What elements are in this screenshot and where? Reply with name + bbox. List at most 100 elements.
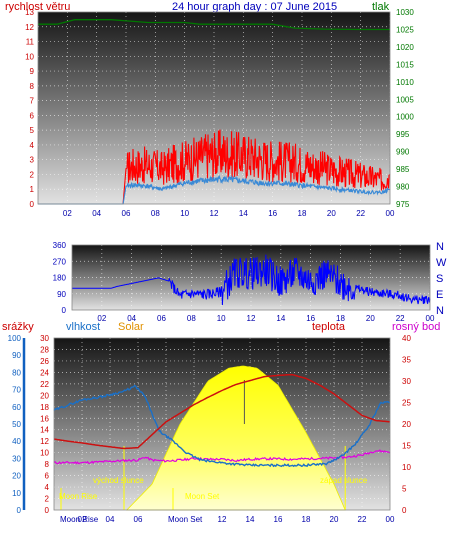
rain-tick-label: 40 — [12, 437, 21, 446]
wind-tick-label: 3 — [30, 156, 35, 165]
pressure-tick-label: 1020 — [396, 43, 414, 52]
bottom-x-tick-label: 04 — [106, 515, 115, 524]
direction-tick-label: 270 — [53, 257, 67, 266]
wind-tick-label: 13 — [25, 8, 34, 17]
bottom-x-tick-label: 20 — [330, 515, 339, 524]
bottom-panel-border — [53, 337, 391, 511]
wind-x-tick-label: 10 — [180, 209, 189, 218]
humidity-tick-label: 2 — [45, 495, 50, 504]
rain-tick-label: 20 — [12, 472, 21, 481]
direction-x-tick-label: 12 — [247, 314, 256, 323]
humidity-tick-label: 30 — [40, 334, 49, 343]
direction-x-tick-label: 00 — [426, 314, 435, 323]
humidity-tick-label: 14 — [40, 426, 49, 435]
humidity-tick-label: 22 — [40, 380, 49, 389]
humidity-tick-label: 8 — [45, 460, 50, 469]
direction-panel-border — [71, 244, 431, 311]
wind-x-tick-label: 22 — [356, 209, 365, 218]
wind-direction-line — [72, 254, 431, 306]
direction-x-tick-label: 18 — [336, 314, 345, 323]
humidity-tick-label: 26 — [40, 357, 49, 366]
wind-tick-label: 4 — [30, 141, 35, 150]
wind-x-tick-label: 14 — [239, 209, 248, 218]
wind-tick-label: 7 — [30, 97, 35, 106]
direction-tick-label: 360 — [53, 241, 67, 250]
rain-tick-label: 100 — [8, 334, 22, 343]
direction-x-tick-label: 14 — [276, 314, 285, 323]
wind-tick-label: 10 — [25, 52, 34, 61]
direction-x-tick-label: 10 — [217, 314, 226, 323]
wind-x-tick-label: 06 — [122, 209, 131, 218]
humidity-tick-label: 28 — [40, 345, 49, 354]
direction-tick-label: 90 — [57, 290, 66, 299]
bottom-x-tick-label: 18 — [302, 515, 311, 524]
bottom-x-tick-label: 02 — [78, 515, 87, 524]
direction-x-tick-label: 08 — [187, 314, 196, 323]
temperature-tick-label: 0 — [402, 506, 407, 515]
moonset-label: Moon Set — [185, 492, 220, 501]
rain-tick-label: 30 — [12, 454, 21, 463]
bottom-x-tick-label: 00 — [386, 515, 395, 524]
moonrise-label: Moon Rise — [59, 492, 98, 501]
pressure-axis-title: tlak — [372, 1, 390, 13]
wind-x-tick-label: 20 — [327, 209, 336, 218]
dew-point-axis-title: rosný bod — [392, 321, 440, 333]
humidity-line — [53, 384, 391, 468]
wind-x-tick-label: 16 — [268, 209, 277, 218]
wind-x-tick-label: 00 — [386, 209, 395, 218]
direction-x-tick-label: 02 — [97, 314, 106, 323]
bottom-x-tick-label: 16 — [274, 515, 283, 524]
wind-x-tick-label: 02 — [63, 209, 72, 218]
humidity-tick-label: 24 — [40, 368, 49, 377]
wind-tick-label: 0 — [30, 200, 35, 209]
solar-axis-title: Solar — [118, 321, 144, 333]
temperature-tick-label: 15 — [402, 442, 411, 451]
rain-tick-label: 10 — [12, 489, 21, 498]
temperature-tick-label: 5 — [402, 485, 407, 494]
bottom-x-tick-label: 12 — [218, 515, 227, 524]
compass-label: S — [436, 273, 443, 285]
humidity-tick-label: 4 — [45, 483, 50, 492]
direction-x-tick-label: 04 — [127, 314, 136, 323]
bottom-x-tick-label: 14 — [246, 515, 255, 524]
wind-panel-border — [37, 11, 391, 205]
humidity-tick-label: 18 — [40, 403, 49, 412]
pressure-tick-label: 1015 — [396, 60, 414, 69]
sunset-label: západ slunce — [320, 476, 368, 485]
pressure-tick-label: 1000 — [396, 113, 414, 122]
pressure-tick-label: 990 — [396, 148, 410, 157]
humidity-axis-title: vlhkost — [66, 321, 100, 333]
direction-x-tick-label: 16 — [306, 314, 315, 323]
humidity-tick-label: 16 — [40, 414, 49, 423]
compass-label: N — [436, 241, 444, 253]
rain-axis-title: srážky — [2, 321, 34, 333]
wind-tick-label: 5 — [30, 126, 35, 135]
sunrise-label: východ slunce — [93, 476, 144, 485]
pressure-tick-label: 1030 — [396, 8, 414, 17]
wind-x-tick-label: 12 — [210, 209, 219, 218]
compass-label: E — [436, 289, 443, 301]
moonset-axis-label: Moon Set — [168, 515, 203, 524]
temperature-tick-label: 20 — [402, 420, 411, 429]
pressure-tick-label: 1005 — [396, 95, 414, 104]
temperature-tick-label: 25 — [402, 399, 411, 408]
wind-tick-label: 11 — [26, 38, 35, 47]
direction-x-tick-label: 22 — [396, 314, 405, 323]
pressure-tick-label: 995 — [396, 130, 410, 139]
chart-title: 24 hour graph day : 07 June 2015 — [172, 1, 337, 13]
pressure-tick-label: 1025 — [396, 25, 414, 34]
humidity-tick-label: 6 — [45, 472, 50, 481]
humidity-tick-label: 0 — [45, 506, 50, 515]
temperature-tick-label: 30 — [402, 377, 411, 386]
pressure-tick-label: 1010 — [396, 78, 414, 87]
temperature-line — [53, 373, 391, 450]
temperature-axis-title: teplota — [312, 321, 346, 333]
rain-tick-label: 90 — [12, 351, 21, 360]
direction-x-tick-label: 06 — [157, 314, 166, 323]
dew-point-line — [53, 449, 391, 465]
wind-axis-title: rychlost větru — [5, 1, 70, 13]
wind-x-tick-label: 04 — [92, 209, 101, 218]
temperature-tick-label: 35 — [402, 356, 411, 365]
pressure-tick-label: 980 — [396, 183, 410, 192]
